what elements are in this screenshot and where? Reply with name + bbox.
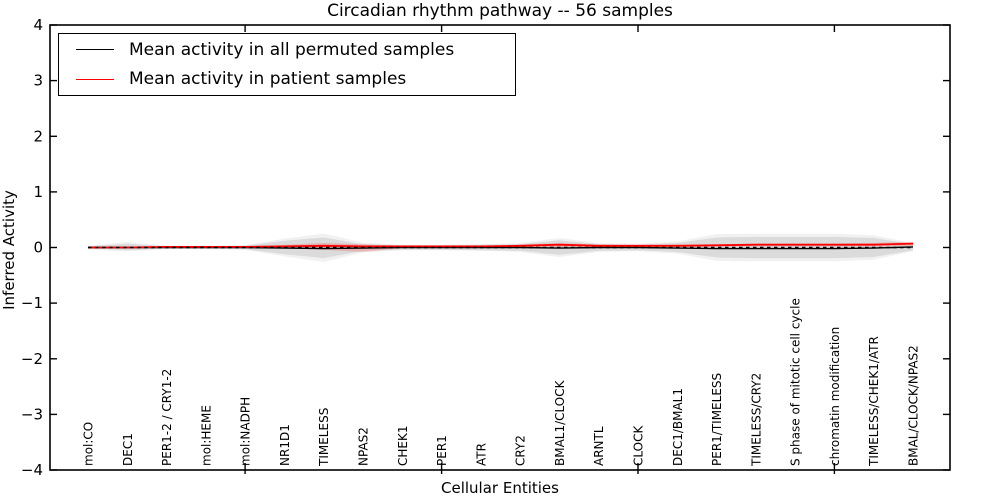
- y-tick-label: 1: [33, 183, 43, 201]
- legend-line-sample-patient: [76, 78, 114, 80]
- category-label: CRY2: [514, 435, 528, 466]
- y-tick-label: 4: [33, 16, 43, 34]
- legend-entry-patient: Mean activity in patient samples: [59, 65, 515, 93]
- category-label: NR1D1: [278, 424, 292, 466]
- legend-label-permuted: Mean activity in all permuted samples: [129, 39, 455, 60]
- category-label: TIMELESS/CHEK1/ATR: [867, 336, 881, 467]
- y-tick-label: 0: [33, 239, 43, 257]
- category-label: DEC1/BMAL1: [671, 388, 685, 466]
- x-axis-label: Cellular Entities: [441, 479, 559, 497]
- category-label: TIMELESS/CRY2: [749, 373, 763, 467]
- series-line-mean-activity-in-patient-samples: [88, 242, 914, 249]
- category-label: NPAS2: [357, 427, 371, 466]
- y-axis-label: Inferred Activity: [0, 190, 18, 310]
- y-tick-label: −2: [21, 350, 43, 368]
- y-tick-label: −3: [21, 405, 43, 423]
- category-label: BMAL1/CLOCK: [553, 379, 567, 466]
- category-label: CLOCK: [632, 425, 646, 466]
- category-label: PER1-2 / CRY1-2: [160, 369, 174, 466]
- category-label: mol:HEME: [199, 405, 213, 466]
- category-label: DEC1: [121, 433, 135, 466]
- legend: Mean activity in all permuted samples Me…: [58, 33, 516, 96]
- category-label: CHEK1: [396, 426, 410, 467]
- category-label: ATR: [474, 443, 488, 466]
- legend-entry-permuted: Mean activity in all permuted samples: [59, 36, 515, 64]
- category-label: S phase of mitotic cell cycle: [789, 298, 803, 466]
- legend-label-patient: Mean activity in patient samples: [129, 69, 407, 90]
- category-label: PER1/TIMELESS: [710, 373, 724, 466]
- category-label: mol:CO: [82, 422, 96, 466]
- category-label: ARNTL: [592, 426, 606, 466]
- y-tick-label: 2: [33, 127, 43, 145]
- legend-line-sample-permuted: [76, 49, 114, 51]
- category-label: PER1: [435, 435, 449, 466]
- category-label: mol:NADPH: [239, 397, 253, 466]
- y-tick-label: 3: [33, 72, 43, 90]
- category-label: TIMELESS: [317, 408, 331, 467]
- category-label: chromatin modification: [828, 327, 842, 466]
- y-tick-label: −1: [21, 294, 43, 312]
- y-tick-label: −4: [21, 461, 43, 479]
- category-label: BMAL/CLOCK/NPAS2: [907, 345, 921, 466]
- chart-title: Circadian rhythm pathway -- 56 samples: [327, 1, 673, 21]
